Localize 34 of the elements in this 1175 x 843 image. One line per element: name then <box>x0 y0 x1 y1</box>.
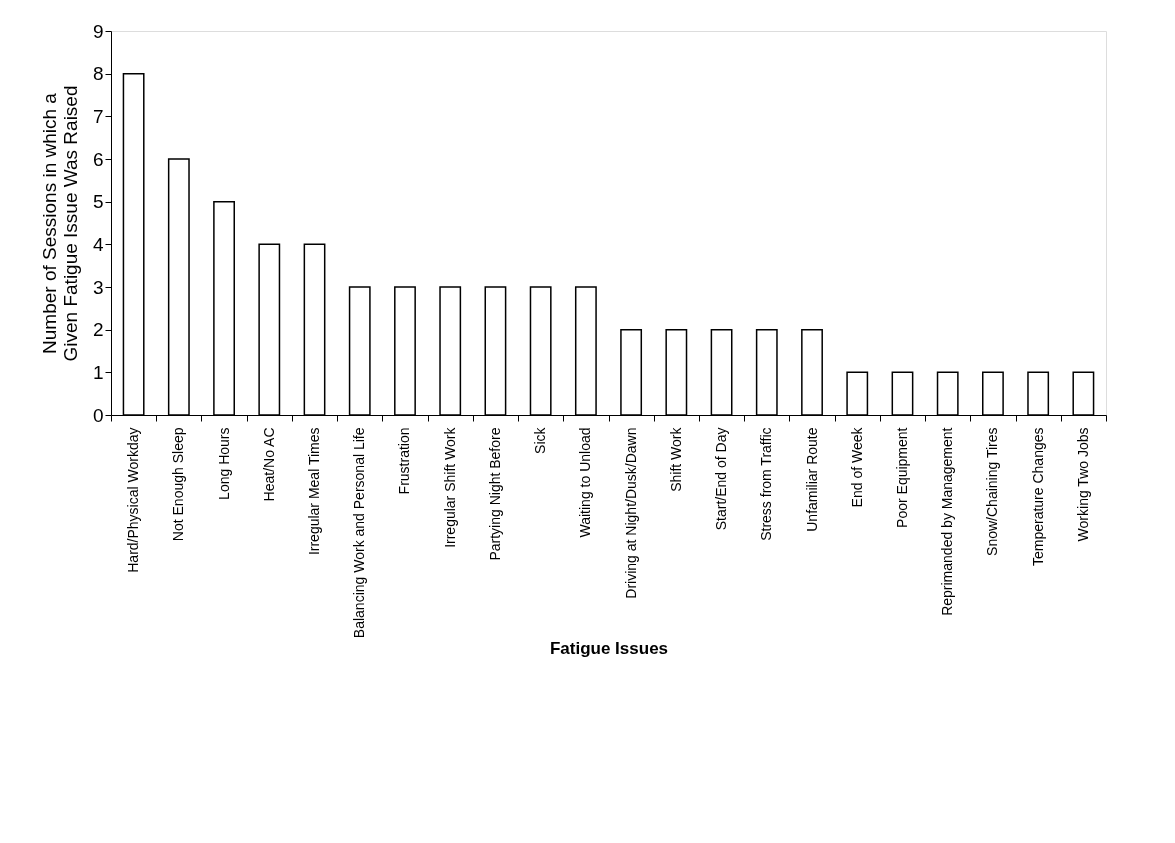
x-tick-label: Balancing Work and Personal Life <box>351 427 368 639</box>
x-tick-label: End of Week <box>848 426 865 508</box>
x-tick-label: Not Enough Sleep <box>170 427 187 542</box>
x-tick-label: Unfamiliar Route <box>803 427 820 532</box>
x-tick-label: Working Two Jobs <box>1074 427 1091 542</box>
y-tick-label: 3 <box>92 276 104 298</box>
x-tick-label: Temperature Changes <box>1029 427 1046 567</box>
y-tick-label: 8 <box>92 63 104 85</box>
x-tick-label: Long Hours <box>215 427 232 500</box>
x-tick-label: Sick <box>532 426 549 454</box>
x-tick-label: Irregular Meal Times <box>306 427 323 556</box>
y-tick-label: 2 <box>92 319 104 341</box>
y-axis-title: Number of Sessions in which a Given Fatigue Issue Was Raised <box>38 85 81 362</box>
y-tick-label: 7 <box>92 105 104 127</box>
y-tick-label: 4 <box>92 233 104 255</box>
x-tick-label: Irregular Shift Work <box>441 426 458 548</box>
x-axis-title: Fatigue Issues <box>549 638 669 658</box>
x-tick-label: Start/End of Day <box>713 427 730 531</box>
x-tick-label: Poor Equipment <box>893 427 910 528</box>
x-tick-label: Partying Night Before <box>486 427 503 561</box>
x-tick-label: Shift Work <box>667 426 684 492</box>
x-tick-label: Frustration <box>396 427 413 495</box>
x-tick-label: Stress from Traffic <box>758 427 775 541</box>
x-tick-label: Snow/Chaining Tires <box>984 427 1001 556</box>
x-tick-label: Hard/Physical Workday <box>125 427 142 573</box>
y-tick-label: 1 <box>92 361 104 383</box>
y-tick-label: 5 <box>92 191 104 213</box>
x-tick-label: Driving at Night/Dusk/Dawn <box>622 427 639 599</box>
x-tick-label: Waiting to Unload <box>577 427 594 538</box>
x-tick-label: Reprimanded by Management <box>939 427 956 616</box>
y-tick-label: 9 <box>92 20 104 42</box>
x-tick-label: Heat/No AC <box>260 427 277 502</box>
y-tick-label: 6 <box>92 148 104 170</box>
y-tick-label: 0 <box>92 404 104 426</box>
